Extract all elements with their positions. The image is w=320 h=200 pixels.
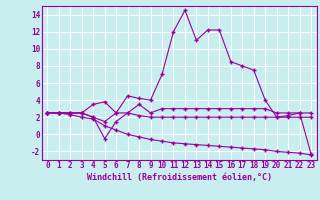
X-axis label: Windchill (Refroidissement éolien,°C): Windchill (Refroidissement éolien,°C) bbox=[87, 173, 272, 182]
